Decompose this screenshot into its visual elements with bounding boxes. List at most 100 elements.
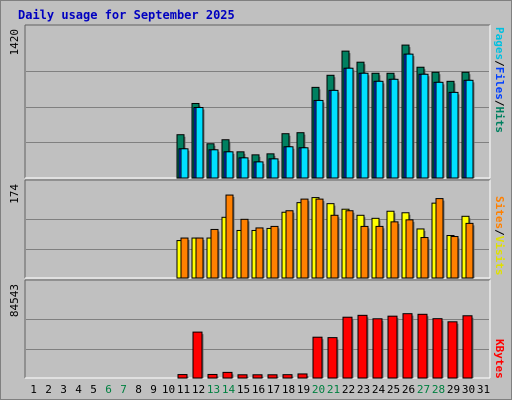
x-tick-label: 30 [462, 383, 475, 396]
x-tick-label: 8 [135, 383, 142, 396]
bar-kbytes [432, 318, 443, 379]
bar-pages [315, 99, 324, 179]
x-tick-label: 5 [90, 383, 97, 396]
x-tick-label: 12 [192, 383, 205, 396]
bar-kbytes [297, 373, 308, 379]
bar-pages [180, 148, 189, 179]
x-tick-label: 22 [342, 383, 355, 396]
x-tick-label: 25 [387, 383, 400, 396]
x-tick-label: 20 [312, 383, 325, 396]
x-tick-label: 7 [120, 383, 127, 396]
x-tick-label: 10 [162, 383, 175, 396]
bar-sites [375, 225, 384, 279]
x-tick-label: 31 [477, 383, 490, 396]
x-tick-label: 28 [432, 383, 445, 396]
bar-kbytes [327, 337, 338, 379]
legend-sep-3: / [493, 229, 506, 236]
x-tick-label: 14 [222, 383, 236, 396]
x-tick-label: 18 [282, 383, 295, 396]
bar-sites [405, 219, 414, 279]
bar-kbytes [237, 374, 248, 379]
bar-pages [390, 78, 399, 179]
chart-title: Daily usage for September 2025 [18, 8, 235, 22]
legend-kbytes-label: KBytes [493, 339, 506, 379]
bar-pages [225, 151, 234, 179]
bar-sites [270, 225, 279, 279]
bar-pages [285, 146, 294, 179]
bar-sites [330, 214, 339, 279]
bar-sites [345, 210, 354, 279]
bar-kbytes [267, 374, 278, 379]
bar-pages [405, 53, 414, 179]
bar-pages [450, 91, 459, 179]
bar-kbytes [222, 371, 233, 379]
bar-pages [375, 80, 384, 179]
x-tick-label: 27 [417, 383, 430, 396]
x-tick-label: 26 [402, 383, 415, 396]
bar-pages [345, 67, 354, 179]
bar-sites [225, 194, 234, 279]
bar-pages [210, 149, 219, 179]
bar-kbytes [462, 315, 473, 379]
legend-visits: Sites/Visits [493, 196, 506, 276]
bar-kbytes [192, 331, 203, 379]
y-max-label-visits: 174 [8, 184, 21, 204]
bar-sites [195, 237, 204, 279]
x-tick-label: 2 [45, 383, 52, 396]
x-tick-label: 13 [207, 383, 220, 396]
bar-pages [360, 72, 369, 179]
bar-pages [240, 157, 249, 179]
legend-visits-label: Visits [493, 235, 506, 276]
bar-kbytes [372, 318, 383, 379]
legend-pages: Pages [493, 27, 506, 61]
bar-kbytes [387, 315, 398, 379]
bar-kbytes [252, 374, 263, 379]
bar-pages [195, 107, 204, 179]
x-tick-label: 9 [150, 383, 157, 396]
y-max-label-kbytes: 84543 [8, 284, 21, 317]
bar-sites [210, 228, 219, 279]
legend-requests: Pages/Files/Hits [493, 27, 506, 133]
legend-sites: Sites [493, 196, 506, 230]
bar-sites [240, 218, 249, 279]
legend-files: Files [493, 66, 506, 100]
bar-sites [465, 222, 474, 279]
bar-pages [255, 161, 264, 179]
bar-pages [465, 79, 474, 179]
bar-pages [270, 158, 279, 179]
x-tick-label: 21 [327, 383, 340, 396]
bar-sites [315, 198, 324, 279]
bar-sites [390, 221, 399, 279]
y-max-label-requests: 1420 [8, 29, 21, 56]
x-tick-label: 17 [267, 383, 280, 396]
bar-kbytes [342, 316, 353, 379]
bar-kbytes [282, 374, 293, 379]
bar-kbytes [312, 336, 323, 379]
bar-kbytes [357, 314, 368, 379]
x-tick-label: 23 [357, 383, 370, 396]
bar-kbytes [447, 321, 458, 379]
x-tick-label: 15 [237, 383, 250, 396]
bar-sites [420, 237, 429, 279]
bar-sites [255, 227, 264, 279]
bar-pages [420, 73, 429, 179]
x-tick-label: 19 [297, 383, 310, 396]
bar-sites [360, 225, 369, 279]
x-tick-label: 16 [252, 383, 265, 396]
x-tick-label: 29 [447, 383, 460, 396]
bar-sites [450, 236, 459, 279]
x-tick-label: 11 [177, 383, 190, 396]
bar-pages [330, 89, 339, 179]
x-tick-label: 3 [60, 383, 67, 396]
legend-sep-2: / [493, 60, 506, 67]
bar-sites [435, 198, 444, 279]
bar-kbytes [177, 374, 188, 379]
legend-hits: Hits [493, 106, 506, 134]
bar-sites [300, 198, 309, 279]
bar-kbytes [207, 373, 218, 379]
x-tick-label: 4 [75, 383, 82, 396]
x-tick-label: 24 [372, 383, 386, 396]
bar-sites [180, 237, 189, 279]
bar-sites [285, 210, 294, 279]
